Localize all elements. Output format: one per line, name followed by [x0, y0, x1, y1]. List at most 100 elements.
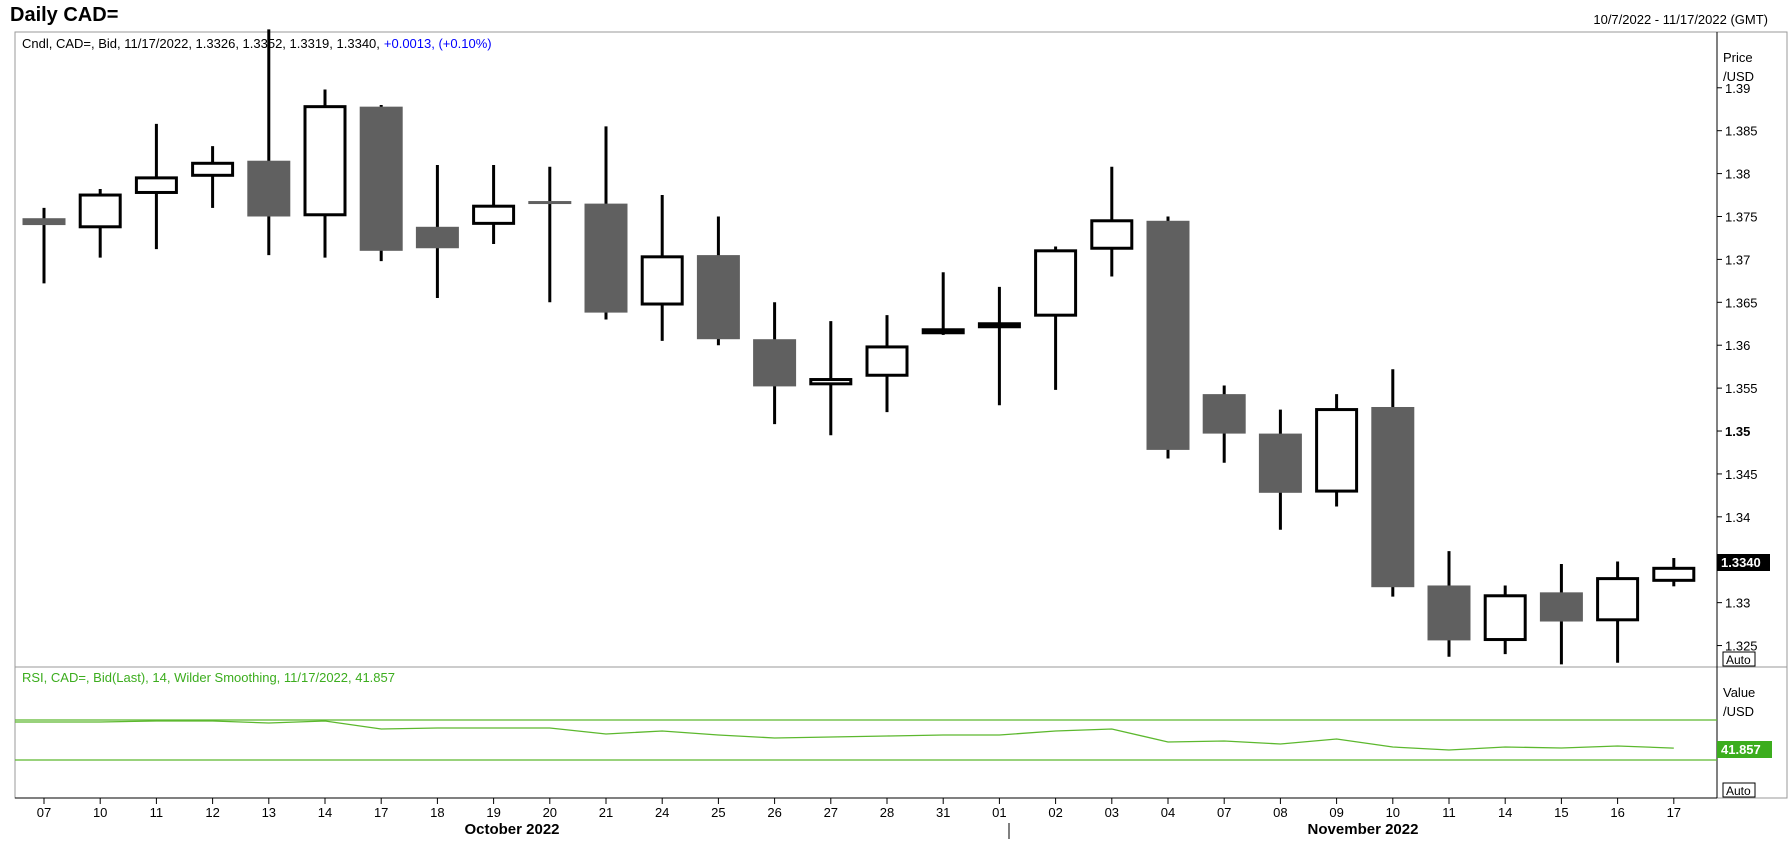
x-tick-label: 10: [1386, 805, 1400, 820]
candle-body-up: [191, 161, 235, 177]
candle-body-up: [1315, 408, 1359, 493]
x-tick-label: 15: [1554, 805, 1568, 820]
candle: [753, 302, 797, 425]
candle: [415, 165, 459, 299]
price-tick-label: 1.345: [1725, 467, 1758, 482]
x-tick-label: 09: [1329, 805, 1343, 820]
x-tick-label: 17: [374, 805, 388, 820]
price-info-change: +0.0013, (+0.10%): [384, 36, 492, 51]
price-tick-label: 1.35: [1725, 424, 1750, 439]
month-label-october: October 2022: [464, 821, 559, 838]
price-info: Cndl, CAD=, Bid, 11/17/2022, 1.3326, 1.3…: [22, 36, 492, 51]
candle-body-up: [134, 176, 178, 194]
candle: [696, 216, 740, 346]
price-tick-label: 1.385: [1725, 124, 1758, 139]
candle-body-up: [921, 328, 965, 335]
x-tick-label: 28: [880, 805, 894, 820]
candle: [809, 321, 853, 436]
x-tick-label: 31: [936, 805, 950, 820]
x-tick-label: 21: [599, 805, 613, 820]
price-tick-label: 1.375: [1725, 209, 1758, 224]
x-tick-label: 10: [93, 805, 107, 820]
candle: [78, 189, 122, 258]
rsi-layer: [15, 719, 1717, 761]
candle: [1652, 558, 1696, 587]
x-tick-label: 13: [262, 805, 276, 820]
rsi-axis-unit: /USD: [1723, 704, 1754, 719]
candle: [472, 165, 516, 244]
candle-body-up: [1034, 249, 1078, 317]
price-tick-label: 1.39: [1725, 81, 1750, 96]
candle-body-up: [809, 378, 853, 386]
candle: [1539, 564, 1583, 665]
candle-body-up: [1090, 219, 1134, 250]
price-auto-button[interactable]: Auto: [1726, 653, 1751, 667]
candle: [1090, 166, 1134, 277]
candle: [134, 123, 178, 250]
x-tick-label: 25: [711, 805, 725, 820]
candle-body-up: [1652, 566, 1696, 582]
candle: [1315, 394, 1359, 507]
x-tick-label: 11: [1442, 805, 1456, 820]
x-tick-label: 14: [1498, 805, 1512, 820]
candle-body-down: [415, 226, 459, 249]
candle-body-down: [359, 106, 403, 251]
price-tick-label: 1.38: [1725, 167, 1750, 182]
candle-body-up: [1483, 594, 1527, 642]
candle: [1427, 551, 1471, 657]
x-tick-label: 04: [1161, 805, 1175, 820]
candle-body-up: [1596, 577, 1640, 622]
last-price-label: 1.3340: [1721, 555, 1761, 570]
price-tick-label: 1.355: [1725, 381, 1758, 396]
candle-body-up: [303, 105, 347, 217]
price-auto-button-box[interactable]: [1722, 651, 1756, 667]
candle: [1596, 561, 1640, 663]
candle-body-down: [1427, 585, 1471, 641]
candles-layer: [22, 29, 1696, 665]
price-axis-title: Price: [1723, 50, 1753, 65]
candle: [1483, 585, 1527, 655]
candle: [640, 195, 684, 341]
x-axis-ticks: 07 10 11 12 13 14 17 18 19 20 21 24 25 26 27 28 31 01 02 03…: [37, 798, 1681, 820]
candle-body-up: [977, 322, 1021, 329]
price-tick-label: 1.325: [1725, 639, 1758, 654]
price-tick-label: 1.365: [1725, 295, 1758, 310]
candle: [1034, 246, 1078, 390]
candle: [584, 126, 628, 320]
last-price-label-bg: [1717, 554, 1770, 571]
candle-body-up: [472, 204, 516, 225]
x-tick-label: 27: [824, 805, 838, 820]
candle-body-down: [1202, 394, 1246, 434]
candle: [977, 286, 1021, 406]
rsi-axis-title: Value: [1723, 685, 1755, 700]
candle-body-down: [22, 218, 66, 226]
price-info-prefix: Cndl, CAD=, Bid, 11/17/2022, 1.3326, 1.3…: [22, 36, 380, 51]
price-tick-label: 1.36: [1725, 338, 1750, 353]
date-range: 10/7/2022 - 11/17/2022 (GMT): [1593, 12, 1768, 27]
x-tick-label: 11: [150, 805, 164, 820]
price-tick-label: 1.34: [1725, 510, 1750, 525]
x-tick-label: 20: [543, 805, 557, 820]
candle-body-down: [1539, 592, 1583, 622]
candle: [1202, 385, 1246, 463]
candle-body-down: [696, 255, 740, 340]
x-tick-label: 24: [655, 805, 669, 820]
price-axis-unit: /USD: [1723, 69, 1754, 84]
candle: [921, 272, 965, 335]
rsi-auto-button[interactable]: Auto: [1726, 784, 1751, 798]
candle-body-down: [753, 339, 797, 387]
candle-body-down: [528, 201, 572, 205]
rsi-last-label: 41.857: [1721, 742, 1761, 757]
rsi-auto-button-box[interactable]: [1722, 782, 1756, 798]
price-tick-label: 1.37: [1725, 252, 1750, 267]
x-tick-label: 12: [205, 805, 219, 820]
candle-body-down: [584, 203, 628, 313]
rsi-info: RSI, CAD=, Bid(Last), 14, Wilder Smoothi…: [22, 670, 395, 685]
candle-body-up: [640, 255, 684, 306]
x-tick-label: 19: [486, 805, 500, 820]
candle: [359, 104, 403, 262]
candle-body-up: [78, 193, 122, 229]
candle: [865, 315, 909, 413]
month-label-november: November 2022: [1308, 821, 1419, 838]
